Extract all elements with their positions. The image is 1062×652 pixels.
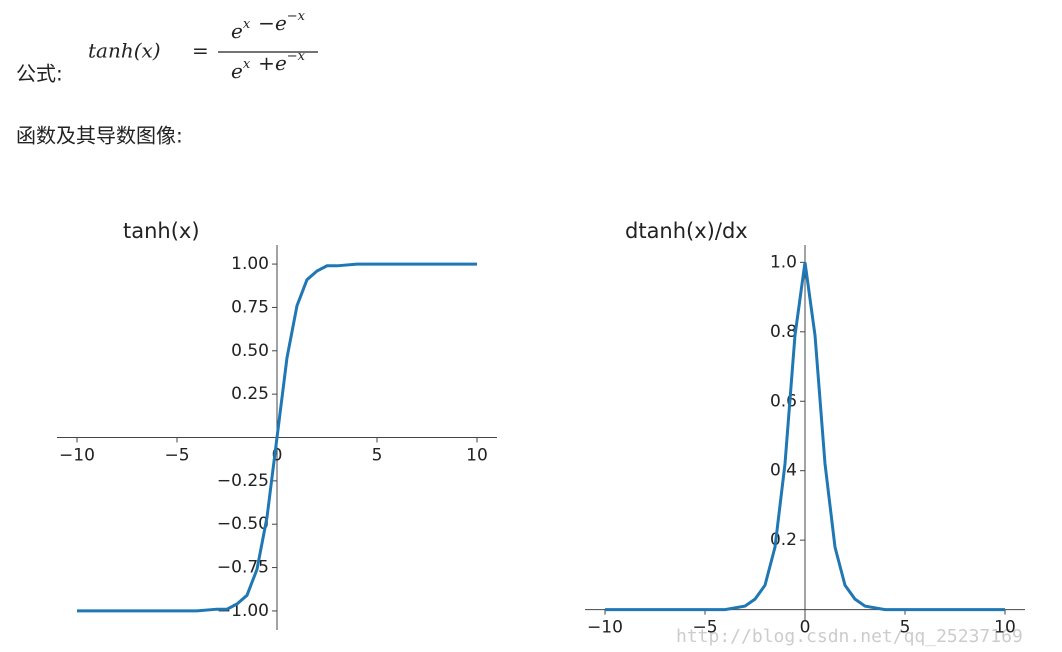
exponent: x <box>243 57 251 72</box>
y-tick-label: 0.75 <box>231 297 269 317</box>
y-tick-label: −1.00 <box>217 601 269 621</box>
watermark: http://blog.csdn.net/qq_25237169 <box>676 626 1023 647</box>
y-tick-label: 1.00 <box>231 254 269 274</box>
x-tick-label: 0 <box>800 618 811 638</box>
chart-title: dtanh(x)/dx <box>625 219 748 243</box>
x-tick-label: 5 <box>900 618 911 638</box>
formula-equals: = <box>192 39 209 63</box>
base: e <box>231 59 243 83</box>
curve <box>605 262 1005 612</box>
operator: + <box>258 51 275 75</box>
y-tick-label: −0.75 <box>217 558 269 578</box>
exponent: −x <box>287 9 306 24</box>
operator: − <box>258 11 275 35</box>
formula-numerator: ex −e−x <box>231 9 306 43</box>
base: e <box>275 11 287 35</box>
x-tick-label: 0 <box>272 446 283 466</box>
formula-label: 公式: <box>16 62 63 86</box>
heading: 函数及其导数图像: <box>16 124 183 148</box>
curve <box>77 262 477 613</box>
chart-title: tanh(x) <box>123 219 200 243</box>
y-tick-label: 0.8 <box>770 322 797 342</box>
formula-denominator: ex +e−x <box>231 49 306 83</box>
x-tick-label: 5 <box>372 446 383 466</box>
base: e <box>231 19 243 43</box>
formula-lhs: tanh(x) <box>88 39 161 63</box>
y-tick-label: 1.0 <box>770 252 797 272</box>
x-tick-label: 10 <box>994 618 1016 638</box>
y-tick-label: −0.50 <box>217 514 269 534</box>
x-tick-label: −10 <box>587 618 623 638</box>
y-tick-label: 0.6 <box>770 391 797 411</box>
exponent: x <box>243 17 251 32</box>
y-tick-label: 0.50 <box>231 341 269 361</box>
x-tick-label: −5 <box>692 618 717 638</box>
exponent: −x <box>287 49 306 64</box>
x-tick-label: 10 <box>466 446 488 466</box>
x-tick-label: −10 <box>59 446 95 466</box>
y-tick-label: −0.25 <box>217 471 269 491</box>
y-tick-label: 0.25 <box>231 384 269 404</box>
base: e <box>275 51 287 75</box>
x-tick-label: −5 <box>164 446 189 466</box>
